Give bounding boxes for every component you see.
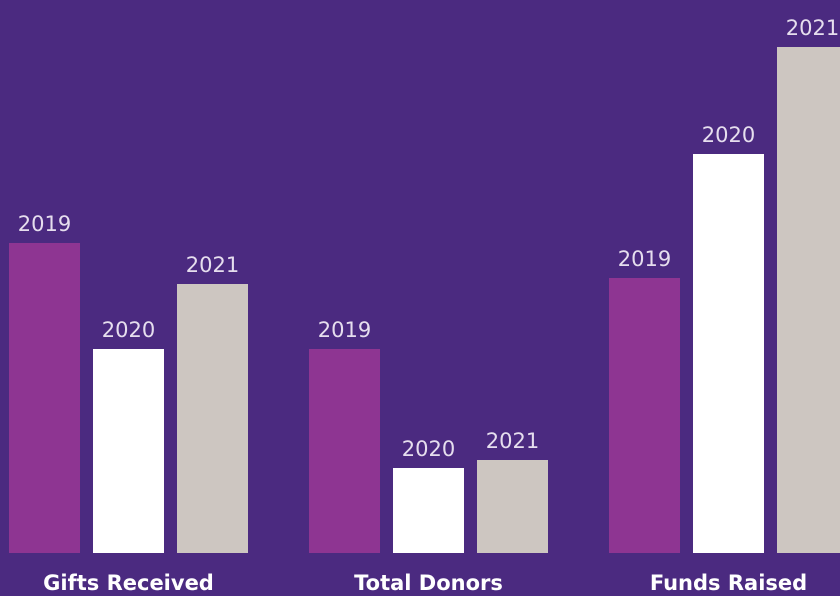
bar: [477, 460, 548, 553]
bar-label: 2021: [486, 429, 539, 453]
category-label: Funds Raised: [650, 571, 807, 595]
bar: [9, 243, 80, 553]
category-label: Total Donors: [354, 571, 503, 595]
bar: [177, 284, 248, 553]
bar-label: 2020: [402, 437, 455, 461]
bar-label: 2019: [318, 318, 371, 342]
bar: [777, 47, 840, 553]
bar-label: 2020: [702, 123, 755, 147]
bar: [609, 278, 680, 553]
bar-label: 2019: [618, 247, 671, 271]
bar: [309, 349, 380, 553]
bar: [693, 154, 764, 553]
bar-label: 2020: [102, 318, 155, 342]
category-label: Gifts Received: [43, 571, 214, 595]
bar: [393, 468, 464, 553]
bar-label: 2019: [18, 212, 71, 236]
bar-label: 2021: [186, 253, 239, 277]
bar: [93, 349, 164, 553]
bar-label: 2021: [786, 16, 839, 40]
